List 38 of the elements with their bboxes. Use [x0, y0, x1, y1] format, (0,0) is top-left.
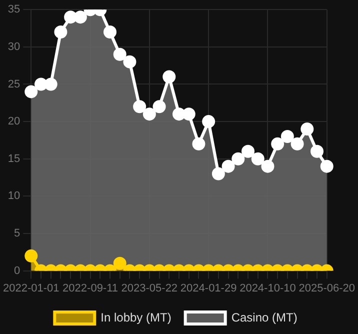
point	[162, 70, 176, 84]
y-tick-label: 15	[8, 152, 20, 165]
x-tick-label: 2022-09-11	[62, 282, 118, 294]
point	[172, 108, 186, 121]
point	[320, 160, 334, 173]
point	[44, 78, 58, 91]
point	[212, 167, 225, 180]
point	[300, 122, 314, 136]
point	[34, 78, 48, 91]
x-tick-label: 2025-06-20	[298, 282, 356, 294]
point	[142, 108, 156, 121]
x-tick-label: 2024-10-10	[240, 282, 296, 294]
point	[202, 115, 216, 128]
point	[251, 152, 264, 166]
x-tick-label: 2023-05-22	[121, 282, 178, 294]
legend-label: Casino (MT)	[231, 310, 298, 324]
x-tick-label: 2024-01-29	[180, 282, 237, 294]
point	[280, 130, 294, 143]
y-tick-label: 30	[8, 40, 20, 53]
point	[232, 152, 245, 166]
y-tick-label: 10	[8, 190, 20, 202]
point	[261, 160, 274, 173]
x-tick-label: 2022-01-01	[2, 282, 60, 294]
y-tick-label: 20	[8, 116, 20, 128]
y-tick-label: 35	[8, 4, 20, 16]
y-tick-label: 0	[14, 264, 20, 277]
point	[242, 144, 255, 158]
point	[133, 100, 146, 114]
point	[192, 137, 206, 150]
point	[222, 160, 235, 173]
point	[271, 137, 284, 150]
y-tick-label: 25	[8, 78, 20, 90]
point	[182, 108, 196, 121]
legend-label: In lobby (MT)	[100, 310, 172, 324]
point	[310, 144, 324, 158]
point	[152, 100, 166, 114]
point	[290, 137, 304, 150]
y-tick-label: 5	[14, 228, 20, 240]
